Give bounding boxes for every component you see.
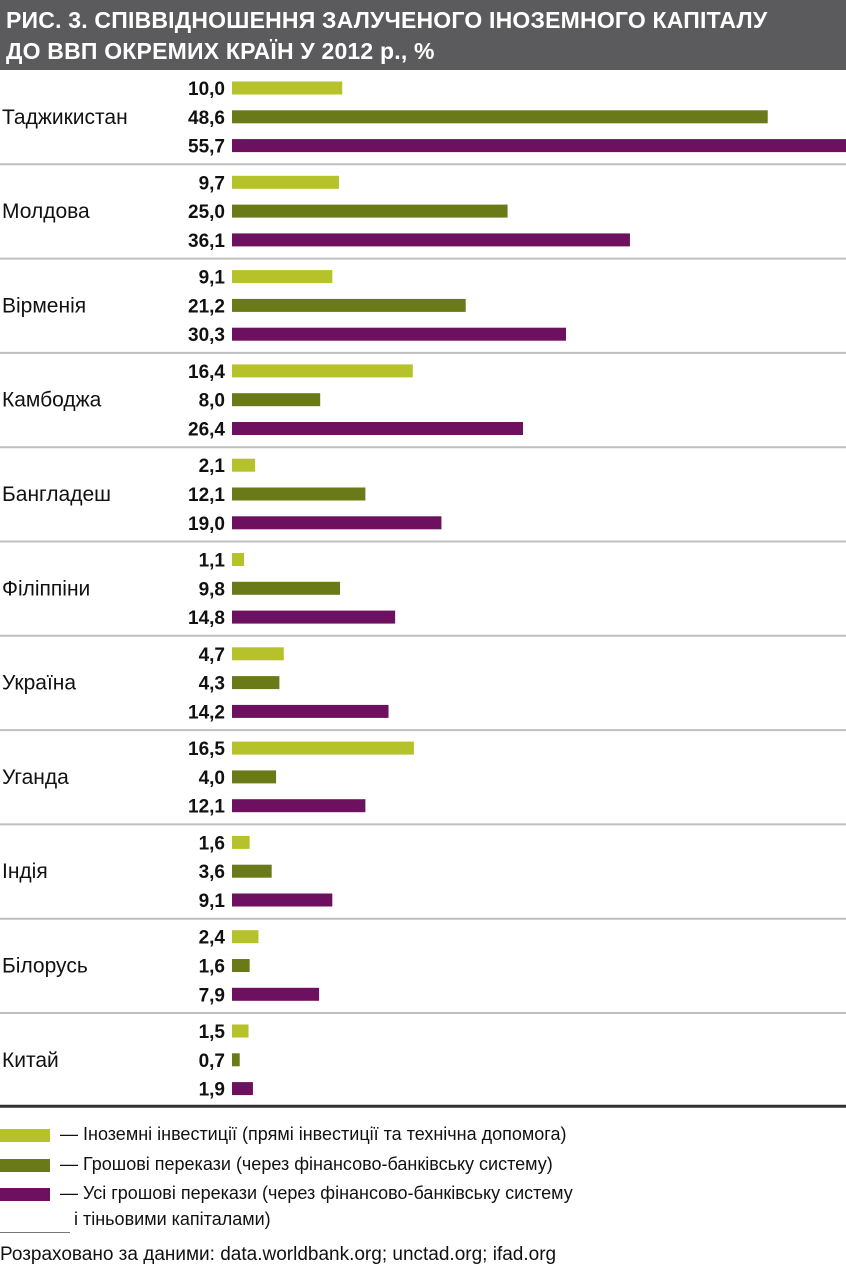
data-label: 10,0 — [188, 79, 225, 100]
bar — [232, 987, 320, 1001]
bar — [232, 1024, 249, 1038]
bar — [232, 741, 414, 755]
chart-title-banner: РИС. 3. СПІВВІДНОШЕННЯ ЗАЛУЧЕНОГО ІНОЗЕМ… — [0, 0, 846, 70]
category-label: Індія — [2, 860, 48, 883]
legend-label-remittances-banking: — Грошові перекази (через фінансово-банк… — [60, 1154, 553, 1174]
bar — [232, 864, 272, 878]
bar — [232, 959, 250, 972]
data-label: 9,8 — [199, 579, 225, 600]
chart-title-line-2: ДО ВВП ОКРЕМИХ КРАЇН У 2012 р., % — [6, 38, 435, 64]
legend-swatch-foreign-investment — [0, 1129, 50, 1142]
category-label: Білорусь — [2, 955, 88, 978]
bar — [232, 110, 768, 124]
bar — [232, 1082, 253, 1096]
bar — [232, 676, 280, 690]
category-label: Україна — [2, 672, 76, 695]
bar — [232, 516, 442, 530]
data-label: 4,7 — [199, 645, 225, 666]
legend-label-foreign-investment: — Іноземні інвестиції (прямі інвестиції … — [60, 1124, 567, 1144]
bar — [232, 799, 366, 813]
category-label: Камбоджа — [2, 389, 102, 412]
data-label: 9,1 — [199, 891, 226, 912]
data-label: 1,6 — [199, 833, 225, 854]
bar — [232, 581, 341, 595]
category-label: Уганда — [2, 766, 69, 789]
chart-title-line-1: РИС. 3. СПІВВІДНОШЕННЯ ЗАЛУЧЕНОГО ІНОЗЕМ… — [6, 7, 768, 33]
bar — [232, 139, 846, 153]
bar — [232, 270, 333, 284]
data-label: 4,0 — [199, 768, 225, 789]
legend-swatch-remittances-all — [0, 1188, 50, 1201]
bar — [232, 393, 321, 407]
bar — [232, 81, 343, 95]
data-label: 26,4 — [188, 420, 225, 441]
bar — [232, 704, 389, 718]
data-label: 19,0 — [188, 514, 225, 535]
legend-label-remittances-all-continued: і тіньовими капіталами) — [74, 1209, 271, 1229]
data-label: 16,5 — [188, 739, 225, 760]
bar — [232, 610, 396, 624]
data-label: 25,0 — [188, 202, 225, 223]
data-label: 4,3 — [199, 674, 225, 695]
data-label: 8,0 — [199, 391, 225, 412]
legend: — Іноземні інвестиції (прямі інвестиції … — [0, 1108, 846, 1270]
bar — [232, 298, 466, 312]
data-label: 55,7 — [188, 137, 225, 158]
category-label: Таджикистан — [2, 106, 128, 129]
data-label: 30,3 — [188, 325, 225, 346]
bar — [232, 893, 333, 907]
data-label: 16,4 — [188, 362, 225, 383]
bar — [232, 204, 508, 218]
data-label: 12,1 — [188, 797, 225, 818]
data-label: 1,9 — [199, 1080, 225, 1101]
bar — [232, 930, 259, 944]
data-label: 7,9 — [199, 985, 225, 1006]
data-label: 14,2 — [188, 702, 225, 723]
data-label: 9,7 — [199, 173, 225, 194]
data-label: 3,6 — [199, 862, 225, 883]
bar — [232, 233, 630, 247]
bar — [232, 175, 339, 189]
legend-swatch-remittances-banking — [0, 1159, 50, 1172]
bar — [232, 458, 256, 472]
category-label: Бангладеш — [2, 483, 111, 506]
footnote-divider — [0, 1232, 70, 1233]
data-label: 1,5 — [199, 1022, 226, 1043]
data-label: 9,1 — [199, 268, 226, 289]
data-label: 0,7 — [199, 1051, 225, 1072]
data-label: 2,1 — [199, 456, 226, 477]
category-label: Вірменія — [2, 294, 86, 317]
category-label: Молдова — [2, 200, 90, 223]
data-label: 2,4 — [199, 928, 226, 949]
data-label: 36,1 — [188, 231, 225, 252]
bar — [232, 647, 284, 661]
bar — [232, 835, 250, 849]
bar — [232, 1053, 240, 1067]
bar — [232, 553, 245, 566]
data-label: 12,1 — [188, 485, 225, 506]
bar — [232, 422, 524, 435]
data-label: 1,1 — [199, 551, 226, 572]
data-label: 1,6 — [199, 957, 225, 978]
bar — [232, 487, 366, 501]
data-label: 48,6 — [188, 108, 225, 129]
bar — [232, 770, 277, 784]
bar — [232, 327, 567, 341]
bar — [232, 364, 413, 378]
data-label: 14,8 — [188, 608, 225, 629]
source-note: Розраховано за даними: data.worldbank.or… — [0, 1244, 557, 1265]
category-label: Китай — [2, 1049, 59, 1072]
legend-label-remittances-all: — Усі грошові перекази (через фінансово-… — [60, 1183, 573, 1203]
bar-chart: Таджикистан 10,0 48,6 55,7 Молдова 9,7 25,0 36,… — [0, 79, 846, 1108]
data-label: 21,2 — [188, 296, 225, 317]
category-label: Філіппіни — [2, 577, 90, 600]
